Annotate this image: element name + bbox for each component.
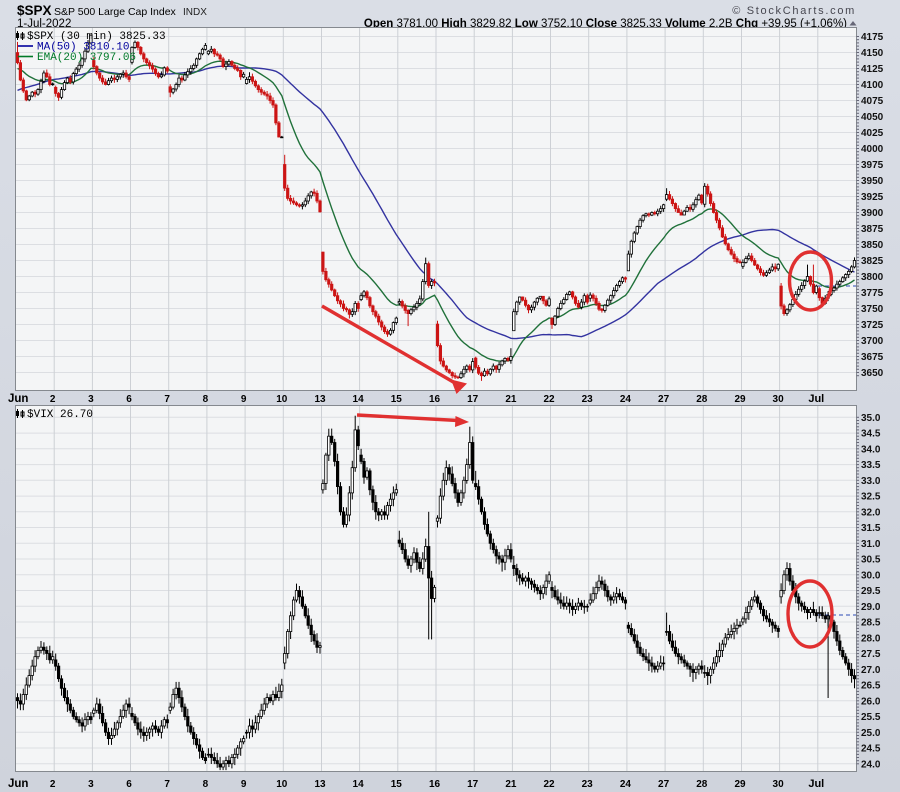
svg-text:24.5: 24.5 <box>861 744 881 755</box>
svg-text:4050: 4050 <box>861 112 884 123</box>
svg-text:34.0: 34.0 <box>861 444 881 455</box>
svg-text:3650: 3650 <box>861 368 884 379</box>
svg-text:S&P 500 Large Cap Index: S&P 500 Large Cap Index <box>54 6 177 18</box>
svg-text:22: 22 <box>543 394 555 405</box>
svg-text:17: 17 <box>467 394 479 405</box>
svg-text:9: 9 <box>241 394 247 405</box>
svg-text:3725: 3725 <box>861 320 884 331</box>
svg-text:4150: 4150 <box>861 48 884 59</box>
svg-text:Jun: Jun <box>8 393 28 405</box>
svg-text:3950: 3950 <box>861 176 884 187</box>
svg-text:14: 14 <box>353 394 365 405</box>
svg-text:3850: 3850 <box>861 240 884 251</box>
svg-text:3925: 3925 <box>861 192 884 203</box>
svg-text:$VIX 26.70: $VIX 26.70 <box>27 409 93 421</box>
svg-text:28.5: 28.5 <box>861 618 881 629</box>
svg-text:$SPX: $SPX <box>17 3 52 18</box>
svg-text:3775: 3775 <box>861 288 884 299</box>
svg-text:3675: 3675 <box>861 352 884 363</box>
svg-text:Jul: Jul <box>808 778 824 790</box>
svg-text:35.0: 35.0 <box>861 413 881 424</box>
svg-text:3700: 3700 <box>861 336 884 347</box>
svg-text:© StockCharts.com: © StockCharts.com <box>732 5 856 17</box>
svg-text:10: 10 <box>276 779 288 790</box>
svg-text:4125: 4125 <box>861 64 884 75</box>
svg-text:3: 3 <box>88 394 94 405</box>
svg-text:7: 7 <box>164 779 170 790</box>
svg-text:3: 3 <box>88 779 94 790</box>
svg-text:21: 21 <box>505 779 517 790</box>
svg-text:29.5: 29.5 <box>861 586 881 597</box>
svg-text:17: 17 <box>467 779 479 790</box>
svg-text:10: 10 <box>276 394 288 405</box>
svg-text:15: 15 <box>391 779 403 790</box>
svg-text:24.0: 24.0 <box>861 759 881 770</box>
svg-text:3900: 3900 <box>861 208 884 219</box>
svg-text:3800: 3800 <box>861 272 884 283</box>
svg-text:3750: 3750 <box>861 304 884 315</box>
svg-text:24: 24 <box>620 394 632 405</box>
svg-text:8: 8 <box>203 394 209 405</box>
svg-text:21: 21 <box>505 394 517 405</box>
svg-text:22: 22 <box>543 779 555 790</box>
svg-text:MA(50) 3810.10: MA(50) 3810.10 <box>37 42 129 54</box>
svg-text:8: 8 <box>203 779 209 790</box>
svg-text:16: 16 <box>429 394 441 405</box>
svg-text:2: 2 <box>50 779 56 790</box>
svg-text:25.0: 25.0 <box>861 728 881 739</box>
svg-text:3975: 3975 <box>861 160 884 171</box>
svg-text:27: 27 <box>658 779 670 790</box>
svg-text:13: 13 <box>314 779 326 790</box>
svg-text:25.5: 25.5 <box>861 712 881 723</box>
svg-text:2: 2 <box>50 394 56 405</box>
svg-text:4075: 4075 <box>861 96 884 107</box>
svg-text:23: 23 <box>582 394 594 405</box>
svg-text:Jun: Jun <box>8 778 28 790</box>
svg-text:3875: 3875 <box>861 224 884 235</box>
svg-text:30: 30 <box>773 394 785 405</box>
svg-text:4100: 4100 <box>861 80 884 91</box>
svg-text:27.0: 27.0 <box>861 665 881 676</box>
svg-text:24: 24 <box>620 779 632 790</box>
svg-text:3825: 3825 <box>861 256 884 267</box>
svg-text:28: 28 <box>696 394 708 405</box>
svg-text:13: 13 <box>314 394 326 405</box>
svg-text:31.5: 31.5 <box>861 523 881 534</box>
svg-text:29: 29 <box>734 394 746 405</box>
svg-text:30.0: 30.0 <box>861 570 881 581</box>
svg-text:30: 30 <box>773 779 785 790</box>
svg-text:INDX: INDX <box>183 7 207 18</box>
svg-text:32.5: 32.5 <box>861 492 881 503</box>
svg-text:29.0: 29.0 <box>861 602 881 613</box>
svg-text:7: 7 <box>164 394 170 405</box>
svg-text:6: 6 <box>126 779 132 790</box>
svg-text:23: 23 <box>582 779 594 790</box>
svg-text:28: 28 <box>696 779 708 790</box>
svg-text:9: 9 <box>241 779 247 790</box>
svg-text:4025: 4025 <box>861 128 884 139</box>
svg-text:15: 15 <box>391 394 403 405</box>
svg-text:26.5: 26.5 <box>861 681 881 692</box>
svg-text:4000: 4000 <box>861 144 884 155</box>
svg-text:16: 16 <box>429 779 441 790</box>
svg-text:34.5: 34.5 <box>861 429 881 440</box>
svg-text:33.0: 33.0 <box>861 476 881 487</box>
svg-text:EMA(20) 3797.06: EMA(20) 3797.06 <box>37 52 136 64</box>
svg-text:27.5: 27.5 <box>861 649 881 660</box>
svg-text:4175: 4175 <box>861 32 884 43</box>
svg-text:Jul: Jul <box>808 393 824 405</box>
svg-text:33.5: 33.5 <box>861 460 881 471</box>
svg-text:31.0: 31.0 <box>861 539 881 550</box>
svg-text:14: 14 <box>353 779 365 790</box>
svg-text:6: 6 <box>126 394 132 405</box>
svg-text:$SPX (30 min) 3825.33: $SPX (30 min) 3825.33 <box>27 31 166 43</box>
svg-text:32.0: 32.0 <box>861 507 881 518</box>
svg-text:26.0: 26.0 <box>861 696 881 707</box>
svg-text:27: 27 <box>658 394 670 405</box>
svg-text:30.5: 30.5 <box>861 555 881 566</box>
svg-text:29: 29 <box>734 779 746 790</box>
svg-text:28.0: 28.0 <box>861 633 881 644</box>
